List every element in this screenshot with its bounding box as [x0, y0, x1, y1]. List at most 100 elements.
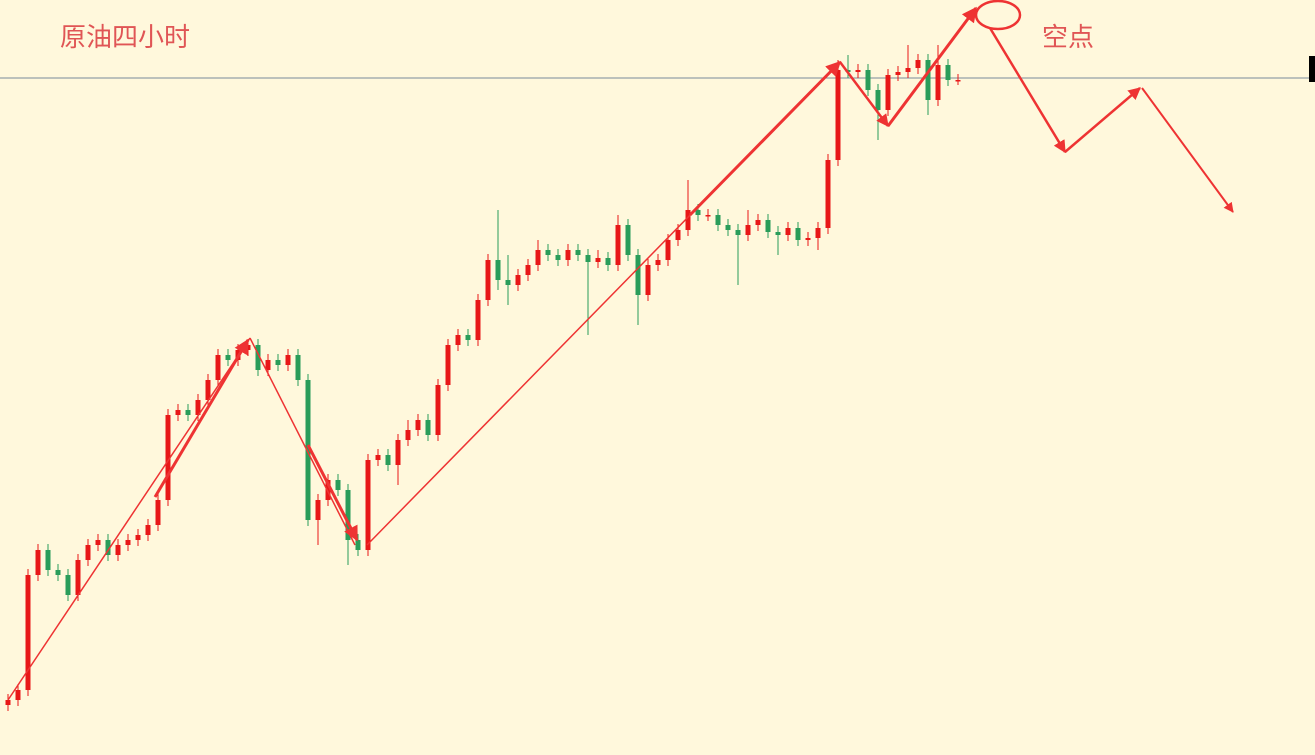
candle-body: [785, 228, 791, 235]
candle-body: [455, 335, 461, 345]
candle-body: [735, 230, 741, 235]
candle-body: [75, 560, 81, 595]
candle-body: [695, 210, 701, 215]
candle-body: [575, 250, 581, 255]
trend-line: [7, 337, 251, 701]
candle-body: [855, 70, 861, 72]
candle-body: [835, 70, 841, 160]
candle-body: [685, 210, 691, 230]
candle-body: [205, 380, 211, 400]
candle-body: [215, 355, 221, 380]
candle-body: [915, 60, 921, 68]
candle-body: [225, 355, 231, 360]
candle-body: [545, 250, 551, 255]
candle-body: [275, 360, 281, 365]
candle-body: [875, 90, 881, 110]
candle-body: [795, 228, 801, 240]
trend-arrow: [153, 338, 250, 498]
candle-body: [105, 540, 111, 555]
candle-body: [595, 258, 601, 262]
candle-body: [515, 275, 521, 285]
candle-body: [305, 380, 311, 520]
candles: [5, 45, 961, 711]
candle-body: [745, 225, 751, 235]
candle-body: [905, 68, 911, 72]
candle-body: [265, 360, 271, 370]
candle-body: [425, 420, 431, 435]
candle-body: [285, 355, 291, 365]
target-circle: [974, 0, 1022, 31]
candle-body: [505, 280, 511, 285]
candle-body: [355, 540, 361, 550]
candle-body: [445, 345, 451, 385]
candle-body: [375, 455, 381, 460]
candle-body: [675, 230, 681, 240]
candle-body: [925, 60, 931, 100]
trend-arrow: [306, 444, 359, 542]
candle-body: [945, 65, 951, 80]
candle-body: [125, 540, 131, 545]
candle-body: [15, 690, 21, 700]
candle-body: [615, 225, 621, 265]
candle-body: [345, 490, 351, 540]
candle-body: [815, 228, 821, 238]
candle-body: [605, 258, 611, 265]
candle-body: [565, 250, 571, 260]
candle-body: [825, 160, 831, 228]
candle-body: [135, 535, 141, 540]
candle-body: [95, 540, 101, 545]
candle-body: [895, 72, 901, 75]
candle-body: [465, 335, 471, 340]
candle-body: [885, 75, 891, 110]
candle-body: [55, 570, 61, 575]
candle-body: [45, 550, 51, 570]
candle-body: [525, 265, 531, 275]
candle-body: [185, 410, 191, 415]
candle-body: [645, 265, 651, 295]
candle-body: [435, 385, 441, 435]
chart-title: 原油四小时: [60, 23, 190, 53]
candle-body: [365, 460, 371, 550]
candle-body: [145, 525, 151, 535]
candle-body: [955, 80, 961, 82]
candle-body: [765, 220, 771, 232]
candle-body: [255, 345, 261, 370]
candle-body: [625, 225, 631, 255]
candle-body: [335, 480, 341, 490]
candle-body: [325, 480, 331, 500]
candle-body: [295, 355, 301, 380]
candle-body: [395, 440, 401, 465]
candle-body: [485, 260, 491, 300]
candle-body: [725, 225, 731, 230]
trend-arrow: [688, 60, 842, 217]
candle-body: [805, 238, 811, 240]
candle-body: [635, 255, 641, 295]
annotation: 空点: [1042, 23, 1094, 53]
trend-line: [249, 337, 356, 546]
candle-body: [115, 545, 121, 555]
candle-body: [385, 455, 391, 465]
forecast-arrow: [1141, 87, 1234, 213]
candle-body: [25, 575, 31, 690]
candle-body: [665, 240, 671, 260]
candle-body: [655, 260, 661, 265]
candle-body: [195, 400, 201, 415]
candle-body: [35, 550, 41, 575]
candle-body: [535, 250, 541, 265]
candle-body: [65, 575, 71, 595]
edge-marker: [1309, 56, 1315, 82]
candle-body: [495, 260, 501, 280]
candle-body: [315, 500, 321, 520]
candle-body: [165, 415, 171, 500]
trend-arrow: [886, 6, 978, 127]
candle-body: [5, 700, 11, 705]
candle-body: [85, 545, 91, 560]
candle-body: [585, 255, 591, 262]
candle-body: [475, 300, 481, 340]
candle-body: [935, 65, 941, 100]
candle-body: [715, 215, 721, 225]
candle-body: [705, 215, 711, 217]
